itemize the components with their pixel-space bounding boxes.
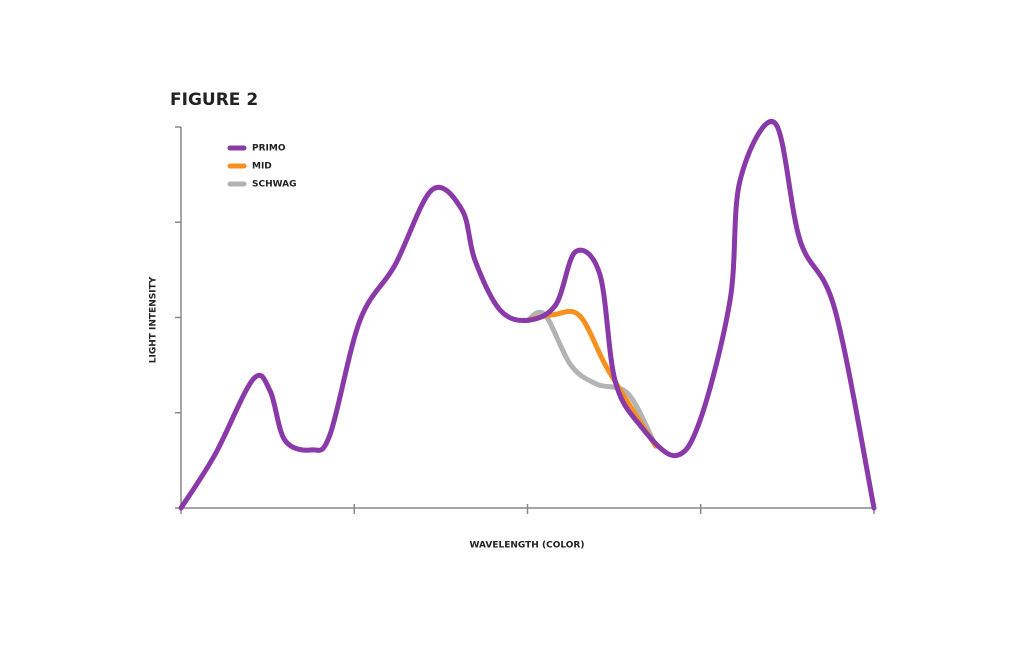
chart-title: FIGURE 2 bbox=[170, 90, 258, 110]
legend-label: SCHWAG bbox=[252, 180, 297, 190]
legend-label: MID bbox=[252, 162, 272, 172]
line bbox=[525, 308, 659, 449]
line bbox=[178, 119, 877, 511]
x-axis-label: WAVELENGTH (COLOR) bbox=[470, 541, 585, 551]
legend-label: PRIMO bbox=[252, 144, 286, 154]
y-axis-label: LIGHT INTENSITY bbox=[149, 276, 159, 363]
